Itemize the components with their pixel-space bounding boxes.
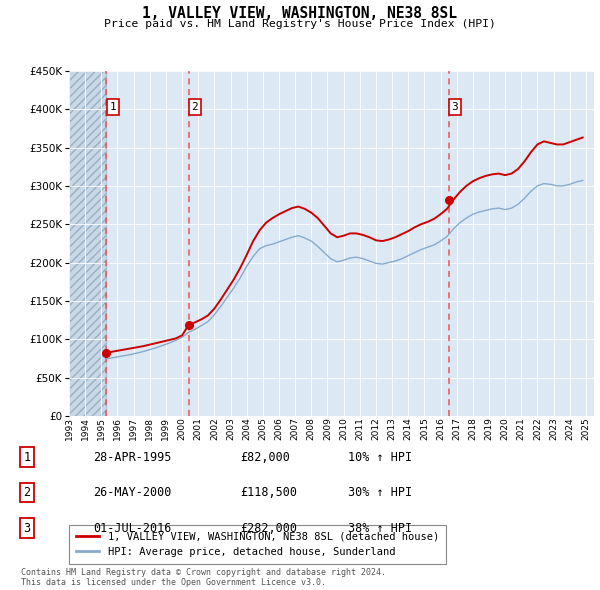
Text: 30% ↑ HPI: 30% ↑ HPI: [348, 486, 412, 499]
Text: £82,000: £82,000: [240, 451, 290, 464]
Text: 38% ↑ HPI: 38% ↑ HPI: [348, 522, 412, 535]
Text: 2: 2: [191, 102, 198, 112]
Bar: [69, 71, 106, 416]
Bar: [69, 71, 106, 416]
Text: £118,500: £118,500: [240, 486, 297, 499]
Text: £282,000: £282,000: [240, 522, 297, 535]
Text: 3: 3: [23, 522, 31, 535]
Legend: 1, VALLEY VIEW, WASHINGTON, NE38 8SL (detached house), HPI: Average price, detac: 1, VALLEY VIEW, WASHINGTON, NE38 8SL (de…: [69, 525, 446, 564]
Text: Contains HM Land Registry data © Crown copyright and database right 2024.
This d: Contains HM Land Registry data © Crown c…: [21, 568, 386, 587]
Text: 28-APR-1995: 28-APR-1995: [93, 451, 172, 464]
Text: 01-JUL-2016: 01-JUL-2016: [93, 522, 172, 535]
Text: 1: 1: [109, 102, 116, 112]
Text: 10% ↑ HPI: 10% ↑ HPI: [348, 451, 412, 464]
Text: 26-MAY-2000: 26-MAY-2000: [93, 486, 172, 499]
Text: 1: 1: [23, 451, 31, 464]
Text: 2: 2: [23, 486, 31, 499]
Text: Price paid vs. HM Land Registry's House Price Index (HPI): Price paid vs. HM Land Registry's House …: [104, 19, 496, 29]
Text: 3: 3: [452, 102, 458, 112]
Text: 1, VALLEY VIEW, WASHINGTON, NE38 8SL: 1, VALLEY VIEW, WASHINGTON, NE38 8SL: [143, 6, 458, 21]
